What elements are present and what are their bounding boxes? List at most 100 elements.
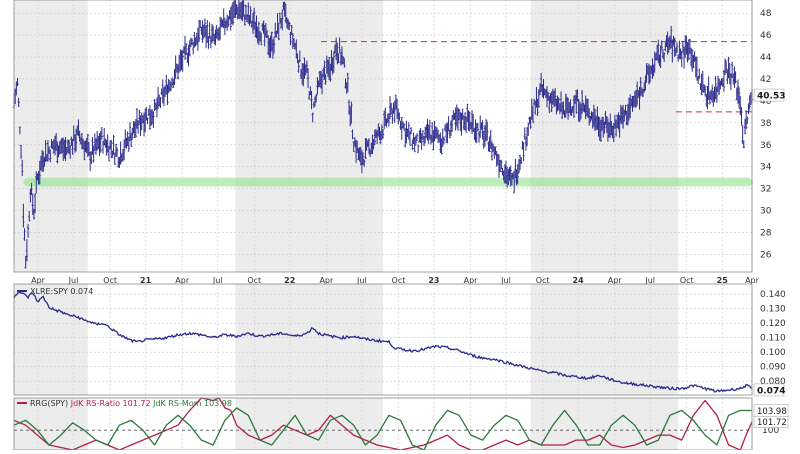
price-bar <box>488 136 491 152</box>
price-bar <box>249 6 252 24</box>
price-bar <box>16 78 19 86</box>
price-bar <box>83 140 86 161</box>
rrg-last-value-label-2: 103.98 <box>757 407 787 417</box>
price-tick-label: 38 <box>760 119 772 129</box>
price-bar <box>44 140 47 163</box>
year-shade-3-3 <box>530 398 679 450</box>
price-bar <box>447 116 450 132</box>
price-bar <box>634 89 638 108</box>
price-bar <box>457 108 461 121</box>
price-bar <box>252 7 256 30</box>
price-bar <box>517 159 521 174</box>
price-bar <box>208 22 211 39</box>
price-bar <box>315 93 318 103</box>
price-bar <box>534 101 537 115</box>
price-bar <box>737 87 741 109</box>
price-bar <box>436 130 440 144</box>
price-bar <box>373 129 376 146</box>
price-bar <box>38 160 41 185</box>
price-bar <box>657 39 660 64</box>
ratio-last-value-box <box>753 383 785 397</box>
price-bar <box>578 101 581 122</box>
price-bar <box>197 19 201 42</box>
price-bar <box>671 39 674 63</box>
price-bar <box>352 141 355 153</box>
price-bar <box>422 135 426 146</box>
x-tick-label: 24 <box>573 276 585 285</box>
price-bar <box>747 103 750 115</box>
price-bar <box>194 37 197 47</box>
price-bar <box>259 32 263 46</box>
price-bar <box>397 108 400 125</box>
x-tick-label: Jul <box>356 276 367 285</box>
price-bar <box>734 71 737 84</box>
price-bar <box>669 25 673 49</box>
price-bar <box>100 127 104 140</box>
price-bar <box>407 122 410 140</box>
price-bar <box>220 17 223 28</box>
price-bar <box>554 88 557 107</box>
price-bar <box>71 138 74 155</box>
price-bar <box>411 139 414 150</box>
x-tick-label: Oct <box>103 276 117 285</box>
price-bar <box>350 101 353 124</box>
price-bar <box>557 97 560 111</box>
price-bar <box>532 98 536 106</box>
price-bar <box>238 0 241 19</box>
price-bar <box>398 112 401 121</box>
price-bar <box>725 60 728 74</box>
price-bar <box>416 144 420 153</box>
price-bar <box>385 118 388 128</box>
price-bar <box>390 102 393 115</box>
ratio-tick-label: 0.120 <box>760 319 786 329</box>
ratio-tick-label: 0.140 <box>760 290 786 300</box>
price-bar <box>152 111 155 128</box>
price-bar <box>691 49 694 72</box>
price-bar <box>127 136 130 152</box>
price-bar <box>297 60 300 73</box>
ratio-series-line <box>13 291 753 393</box>
price-bar <box>698 68 701 80</box>
price-bar <box>203 18 207 38</box>
price-bar <box>134 118 138 138</box>
price-bar <box>550 91 553 113</box>
price-bar <box>131 127 134 140</box>
price-bar <box>290 24 293 35</box>
x-tick-label: Apr <box>175 276 190 285</box>
price-bar <box>393 100 396 123</box>
price-bar <box>662 52 666 63</box>
price-bar <box>22 203 25 228</box>
price-bar <box>110 139 113 159</box>
price-bar <box>748 95 751 110</box>
price-bar <box>461 108 464 120</box>
price-bar <box>529 117 532 129</box>
price-bar <box>400 117 403 140</box>
price-bar <box>21 159 24 177</box>
price-bar <box>33 193 37 214</box>
year-shade-1-3 <box>530 0 679 272</box>
x-tick-label: Jul <box>212 276 223 285</box>
price-bar <box>421 130 425 141</box>
price-bar <box>329 63 332 82</box>
price-bar <box>341 56 345 65</box>
price-bar <box>257 21 261 46</box>
price-bar <box>138 109 141 124</box>
price-bar <box>264 23 268 38</box>
x-tick-label: Jul <box>644 276 655 285</box>
price-bar <box>636 81 639 105</box>
price-bar <box>420 133 423 150</box>
price-bar <box>723 58 727 76</box>
price-bar <box>28 210 31 222</box>
price-bar <box>523 127 526 140</box>
price-bar <box>270 31 273 52</box>
price-bar <box>687 39 690 61</box>
price-bar <box>323 60 326 81</box>
price-bar <box>700 73 703 96</box>
price-tick-label: 46 <box>760 31 772 41</box>
price-bar <box>324 74 327 85</box>
price-bar <box>537 89 540 108</box>
price-bar <box>678 40 681 59</box>
price-bar <box>377 123 380 137</box>
price-bar <box>638 86 641 110</box>
